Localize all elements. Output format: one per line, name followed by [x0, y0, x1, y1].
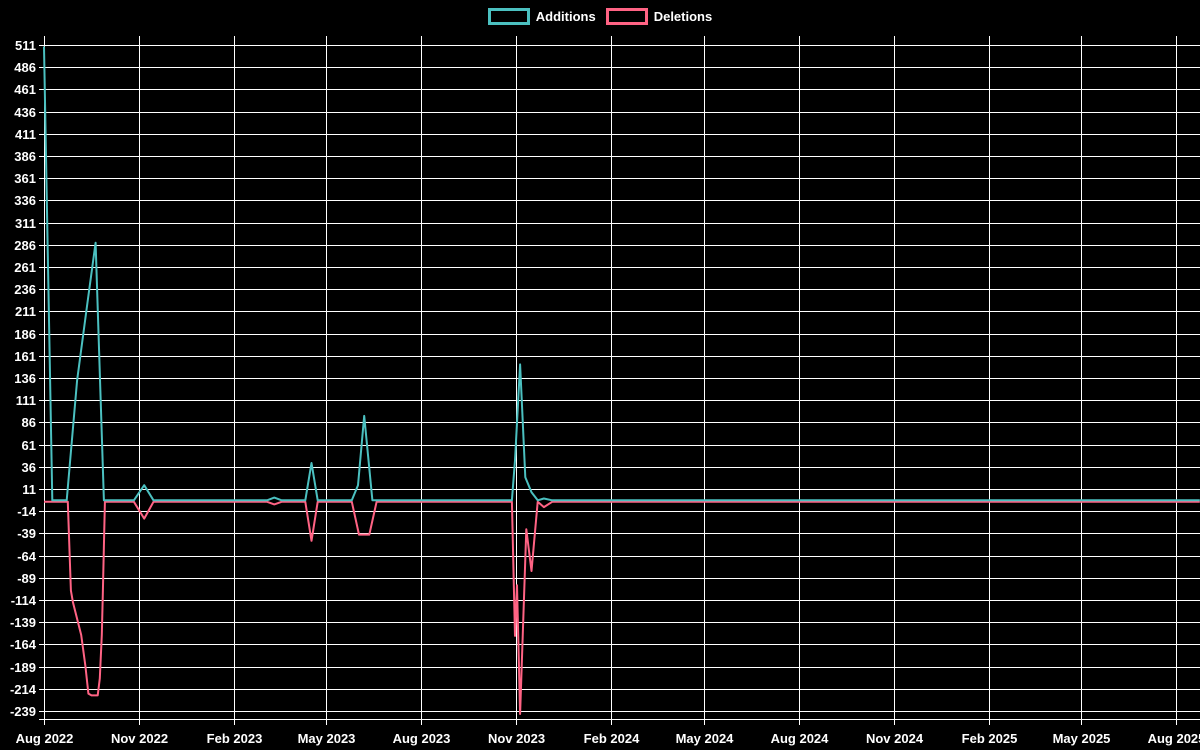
y-tick-label: 336 — [14, 193, 36, 208]
x-tick-label: May 2024 — [676, 731, 735, 746]
y-tick-label: 486 — [14, 60, 36, 75]
y-tick-label: -164 — [10, 637, 37, 652]
y-tick-label: -89 — [17, 571, 36, 586]
series-layer — [43, 46, 1200, 715]
y-tick-label: 411 — [15, 127, 36, 142]
y-tick-label: 36 — [22, 460, 36, 475]
deletions-line — [44, 500, 1200, 715]
y-tick-label: 311 — [15, 216, 36, 231]
y-tick-label: -239 — [10, 704, 36, 719]
x-tick-label: Aug 2023 — [393, 731, 451, 746]
x-tick-label: Aug 2025 — [1148, 731, 1200, 746]
y-tick-label: 261 — [14, 260, 36, 275]
y-tick-label: -214 — [10, 682, 37, 697]
chart-legend: Additions Deletions — [0, 8, 1200, 25]
y-tick-label: 361 — [14, 171, 36, 186]
y-tick-label: -189 — [10, 660, 36, 675]
x-tick-label: Nov 2024 — [866, 731, 924, 746]
y-tick-label: 436 — [14, 105, 36, 120]
y-tick-label: 186 — [14, 327, 36, 342]
y-tick-label: -14 — [17, 504, 37, 519]
y-tick-label: 61 — [22, 438, 36, 453]
legend-item-deletions[interactable]: Deletions — [605, 8, 713, 25]
y-tick-label: 511 — [15, 38, 36, 53]
x-tick-label: Nov 2023 — [488, 731, 545, 746]
y-tick-label: -139 — [10, 615, 36, 630]
y-tick-label: -64 — [17, 549, 37, 564]
y-tick-label: -114 — [11, 593, 37, 608]
y-tick-label: 86 — [22, 415, 36, 430]
y-tick-label: 461 — [14, 82, 36, 97]
deletions-legend-swatch — [605, 8, 648, 25]
x-tick-label: Feb 2024 — [584, 731, 640, 746]
y-tick-label: 386 — [14, 149, 36, 164]
grid-layer — [39, 36, 1200, 725]
y-tick-label: 11 — [22, 482, 36, 497]
x-tick-label: Feb 2025 — [962, 731, 1018, 746]
y-tick-label: 286 — [14, 238, 36, 253]
y-tick-label: 136 — [14, 371, 36, 386]
y-tick-label: 211 — [15, 304, 36, 319]
x-tick-label: May 2023 — [298, 731, 356, 746]
deletions-legend-label: Deletions — [653, 9, 713, 24]
x-tick-label: Aug 2024 — [771, 731, 830, 746]
x-tick-label: Aug 2022 — [16, 731, 74, 746]
x-tick-label: Nov 2022 — [111, 731, 168, 746]
y-tick-label: 111 — [16, 393, 36, 408]
x-tick-label: May 2025 — [1053, 731, 1111, 746]
y-tick-label: -39 — [17, 526, 36, 541]
y-tick-label: 161 — [14, 349, 36, 364]
y-tick-label: 236 — [14, 282, 36, 297]
additions-legend-swatch — [487, 8, 530, 25]
legend-item-additions[interactable]: Additions — [487, 8, 596, 25]
x-tick-label: Feb 2023 — [207, 731, 263, 746]
additions-line — [43, 46, 1200, 502]
additions-legend-label: Additions — [535, 9, 596, 24]
axis-layer: 511 486 461 436 411 386 361 336 311 286 261 236 211 1… — [10, 38, 1200, 746]
